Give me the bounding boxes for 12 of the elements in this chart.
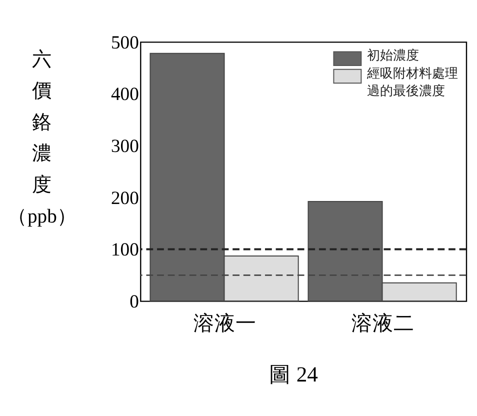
legend-label: 經吸附材料處理過的最後濃度 (366, 66, 458, 99)
y-tick-label: 400 (110, 84, 139, 106)
caption: 圖 24 (268, 362, 318, 387)
y-tick-label: 500 (110, 32, 139, 54)
y-tick-label: 300 (110, 136, 139, 157)
x-tick-label: 溶液一 (193, 312, 256, 335)
y-tick-label: 200 (110, 188, 139, 209)
y-tick-label: 100 (110, 240, 139, 261)
legend-label: 初始濃度 (367, 48, 420, 64)
y-axis-title: 六價鉻濃度（ppb） (7, 48, 77, 228)
x-tick-label: 溶液二 (351, 312, 414, 335)
y-tick-label: 0 (130, 291, 139, 312)
